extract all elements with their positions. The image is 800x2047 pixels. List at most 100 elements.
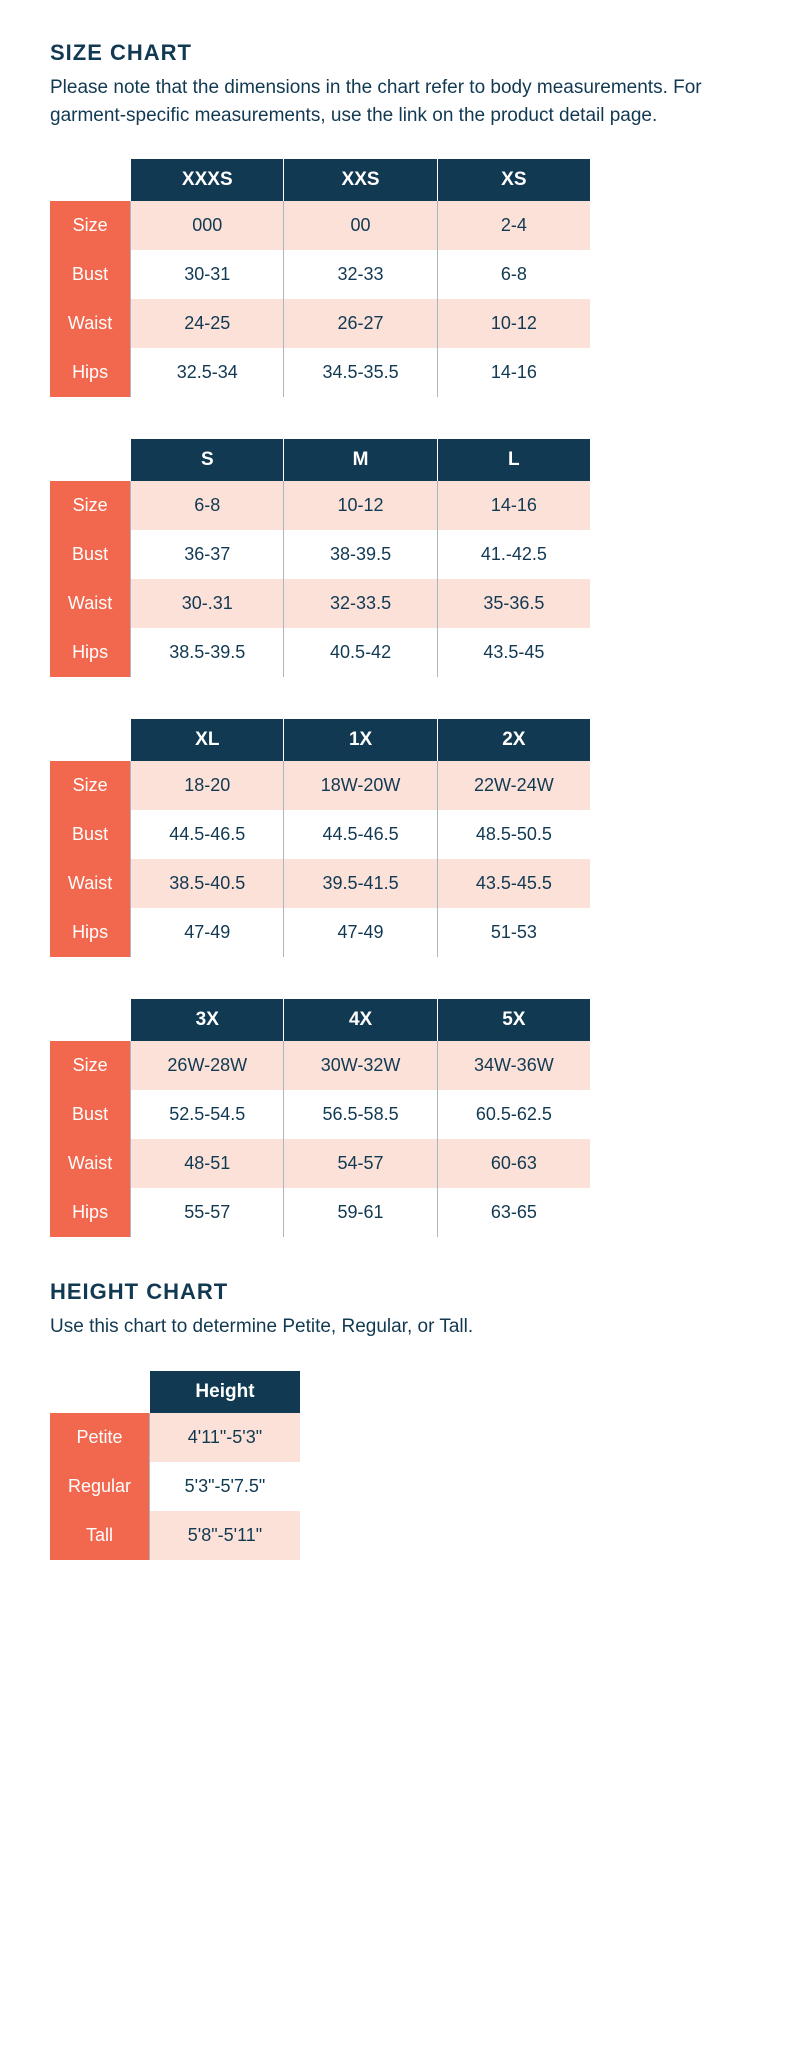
row-header: Waist (50, 1139, 130, 1188)
height-table: HeightPetite4'11"-5'3"Regular5'3"-5'7.5"… (50, 1371, 300, 1560)
table-cell: 43.5-45 (437, 628, 590, 677)
table-cell: 34.5-35.5 (283, 348, 436, 397)
column-header: M (283, 439, 436, 481)
table-corner (50, 159, 130, 201)
table-corner (50, 999, 130, 1041)
size-table-4: 3X4X5XSize26W-28W30W-32W34W-36WBust52.5-… (50, 999, 590, 1237)
table-cell: 30W-32W (283, 1041, 436, 1090)
size-table-3: XL1X2XSize18-2018W-20W22W-24WBust44.5-46… (50, 719, 590, 957)
row-header: Size (50, 761, 130, 810)
row-header: Bust (50, 1090, 130, 1139)
table-cell: 54-57 (283, 1139, 436, 1188)
row-header: Bust (50, 250, 130, 299)
table-cell: 59-61 (283, 1188, 436, 1237)
column-header: Height (149, 1371, 300, 1413)
column-header: S (130, 439, 283, 481)
table-corner (50, 439, 130, 481)
row-header: Waist (50, 579, 130, 628)
table-cell: 30-.31 (130, 579, 283, 628)
table-cell: 51-53 (437, 908, 590, 957)
table-cell: 26-27 (283, 299, 436, 348)
row-header: Size (50, 481, 130, 530)
size-chart-title: SIZE CHART (50, 40, 750, 66)
page: SIZE CHART Please note that the dimensio… (0, 0, 800, 1620)
height-chart-section: HEIGHT CHART Use this chart to determine… (50, 1279, 750, 1560)
table-cell: 14-16 (437, 481, 590, 530)
column-header: XL (130, 719, 283, 761)
table-cell: 26W-28W (130, 1041, 283, 1090)
column-header: L (437, 439, 590, 481)
row-header: Size (50, 1041, 130, 1090)
table-cell: 44.5-46.5 (130, 810, 283, 859)
table-cell: 41.-42.5 (437, 530, 590, 579)
table-cell: 32-33 (283, 250, 436, 299)
row-header: Hips (50, 1188, 130, 1237)
height-table-container: HeightPetite4'11"-5'3"Regular5'3"-5'7.5"… (50, 1371, 750, 1560)
table-cell: 38.5-39.5 (130, 628, 283, 677)
table-cell: 55-57 (130, 1188, 283, 1237)
table-cell: 47-49 (130, 908, 283, 957)
size-table-1: XXXSXXSXSSize000002-4Bust30-3132-336-8Wa… (50, 159, 590, 397)
table-cell: 36-37 (130, 530, 283, 579)
table-cell: 22W-24W (437, 761, 590, 810)
row-header: Regular (50, 1462, 149, 1511)
table-cell: 2-4 (437, 201, 590, 250)
size-chart-section: SIZE CHART Please note that the dimensio… (50, 40, 750, 1237)
table-cell: 14-16 (437, 348, 590, 397)
column-header: 3X (130, 999, 283, 1041)
row-header: Size (50, 201, 130, 250)
table-cell: 60-63 (437, 1139, 590, 1188)
table-corner (50, 719, 130, 761)
size-table-2: SML Size6-810-1214-16 Bust36-3738-39.541.-… (50, 439, 590, 677)
row-header: Tall (50, 1511, 149, 1560)
row-header: Waist (50, 859, 130, 908)
table-cell: 10-12 (283, 481, 436, 530)
table-cell: 6-8 (130, 481, 283, 530)
table-cell: 5'8"-5'11" (149, 1511, 300, 1560)
table-cell: 48-51 (130, 1139, 283, 1188)
table-cell: 18W-20W (283, 761, 436, 810)
column-header: XXXS (130, 159, 283, 201)
table-corner (50, 1371, 149, 1413)
size-chart-description: Please note that the dimensions in the c… (50, 74, 750, 129)
table-cell: 44.5-46.5 (283, 810, 436, 859)
row-header: Bust (50, 530, 130, 579)
table-cell: 40.5-42 (283, 628, 436, 677)
table-cell: 24-25 (130, 299, 283, 348)
table-cell: 6-8 (437, 250, 590, 299)
table-cell: 52.5-54.5 (130, 1090, 283, 1139)
column-header: XXS (283, 159, 436, 201)
table-cell: 5'3"-5'7.5" (149, 1462, 300, 1511)
table-cell: 48.5-50.5 (437, 810, 590, 859)
table-cell: 38-39.5 (283, 530, 436, 579)
row-header: Petite (50, 1413, 149, 1462)
row-header: Waist (50, 299, 130, 348)
column-header: 4X (283, 999, 436, 1041)
row-header: Hips (50, 348, 130, 397)
table-cell: 63-65 (437, 1188, 590, 1237)
column-header: 1X (283, 719, 436, 761)
size-tables-container: XXXSXXSXSSize000002-4Bust30-3132-336-8Wa… (50, 159, 750, 1237)
table-cell: 43.5-45.5 (437, 859, 590, 908)
table-cell: 56.5-58.5 (283, 1090, 436, 1139)
row-header: Bust (50, 810, 130, 859)
table-cell: 4'11"-5'3" (149, 1413, 300, 1462)
height-chart-description: Use this chart to determine Petite, Regu… (50, 1313, 750, 1341)
table-cell: 60.5-62.5 (437, 1090, 590, 1139)
table-cell: 18-20 (130, 761, 283, 810)
table-cell: 35-36.5 (437, 579, 590, 628)
column-header: 2X (437, 719, 590, 761)
table-cell: 39.5-41.5 (283, 859, 436, 908)
table-cell: 30-31 (130, 250, 283, 299)
column-header: 5X (437, 999, 590, 1041)
table-cell: 00 (283, 201, 436, 250)
table-cell: 47-49 (283, 908, 436, 957)
table-cell: 32.5-34 (130, 348, 283, 397)
row-header: Hips (50, 628, 130, 677)
table-cell: 38.5-40.5 (130, 859, 283, 908)
table-cell: 000 (130, 201, 283, 250)
table-cell: 32-33.5 (283, 579, 436, 628)
row-header: Hips (50, 908, 130, 957)
height-chart-title: HEIGHT CHART (50, 1279, 750, 1305)
table-cell: 10-12 (437, 299, 590, 348)
